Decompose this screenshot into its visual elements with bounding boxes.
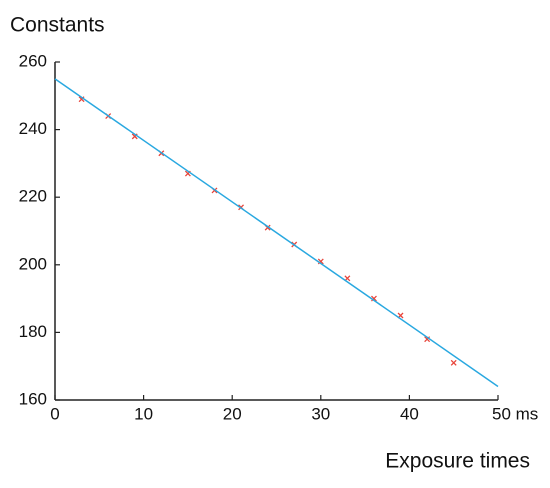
data-point <box>371 295 377 302</box>
x-tick-label: 40 <box>400 404 419 423</box>
data-point <box>78 96 85 103</box>
y-tick-label: 180 <box>19 322 47 341</box>
y-tick-label: 240 <box>19 119 47 138</box>
chart-title: Constants <box>10 14 105 37</box>
fit-line <box>54 78 499 388</box>
y-tick-label: 220 <box>19 187 47 206</box>
x-axis-label: Exposure times <box>385 450 530 473</box>
x-tick-label: 50 ms <box>492 404 538 423</box>
data-point <box>424 336 431 343</box>
y-tick-label: 200 <box>19 254 47 273</box>
x-tick-label: 10 <box>134 404 153 423</box>
y-tick-label: 260 <box>19 51 47 70</box>
y-tick-label: 160 <box>19 389 47 408</box>
data-point <box>450 359 457 366</box>
x-tick-label: 20 <box>223 404 242 423</box>
x-tick-label: 0 <box>50 404 59 423</box>
x-tick-label: 30 <box>311 404 330 423</box>
